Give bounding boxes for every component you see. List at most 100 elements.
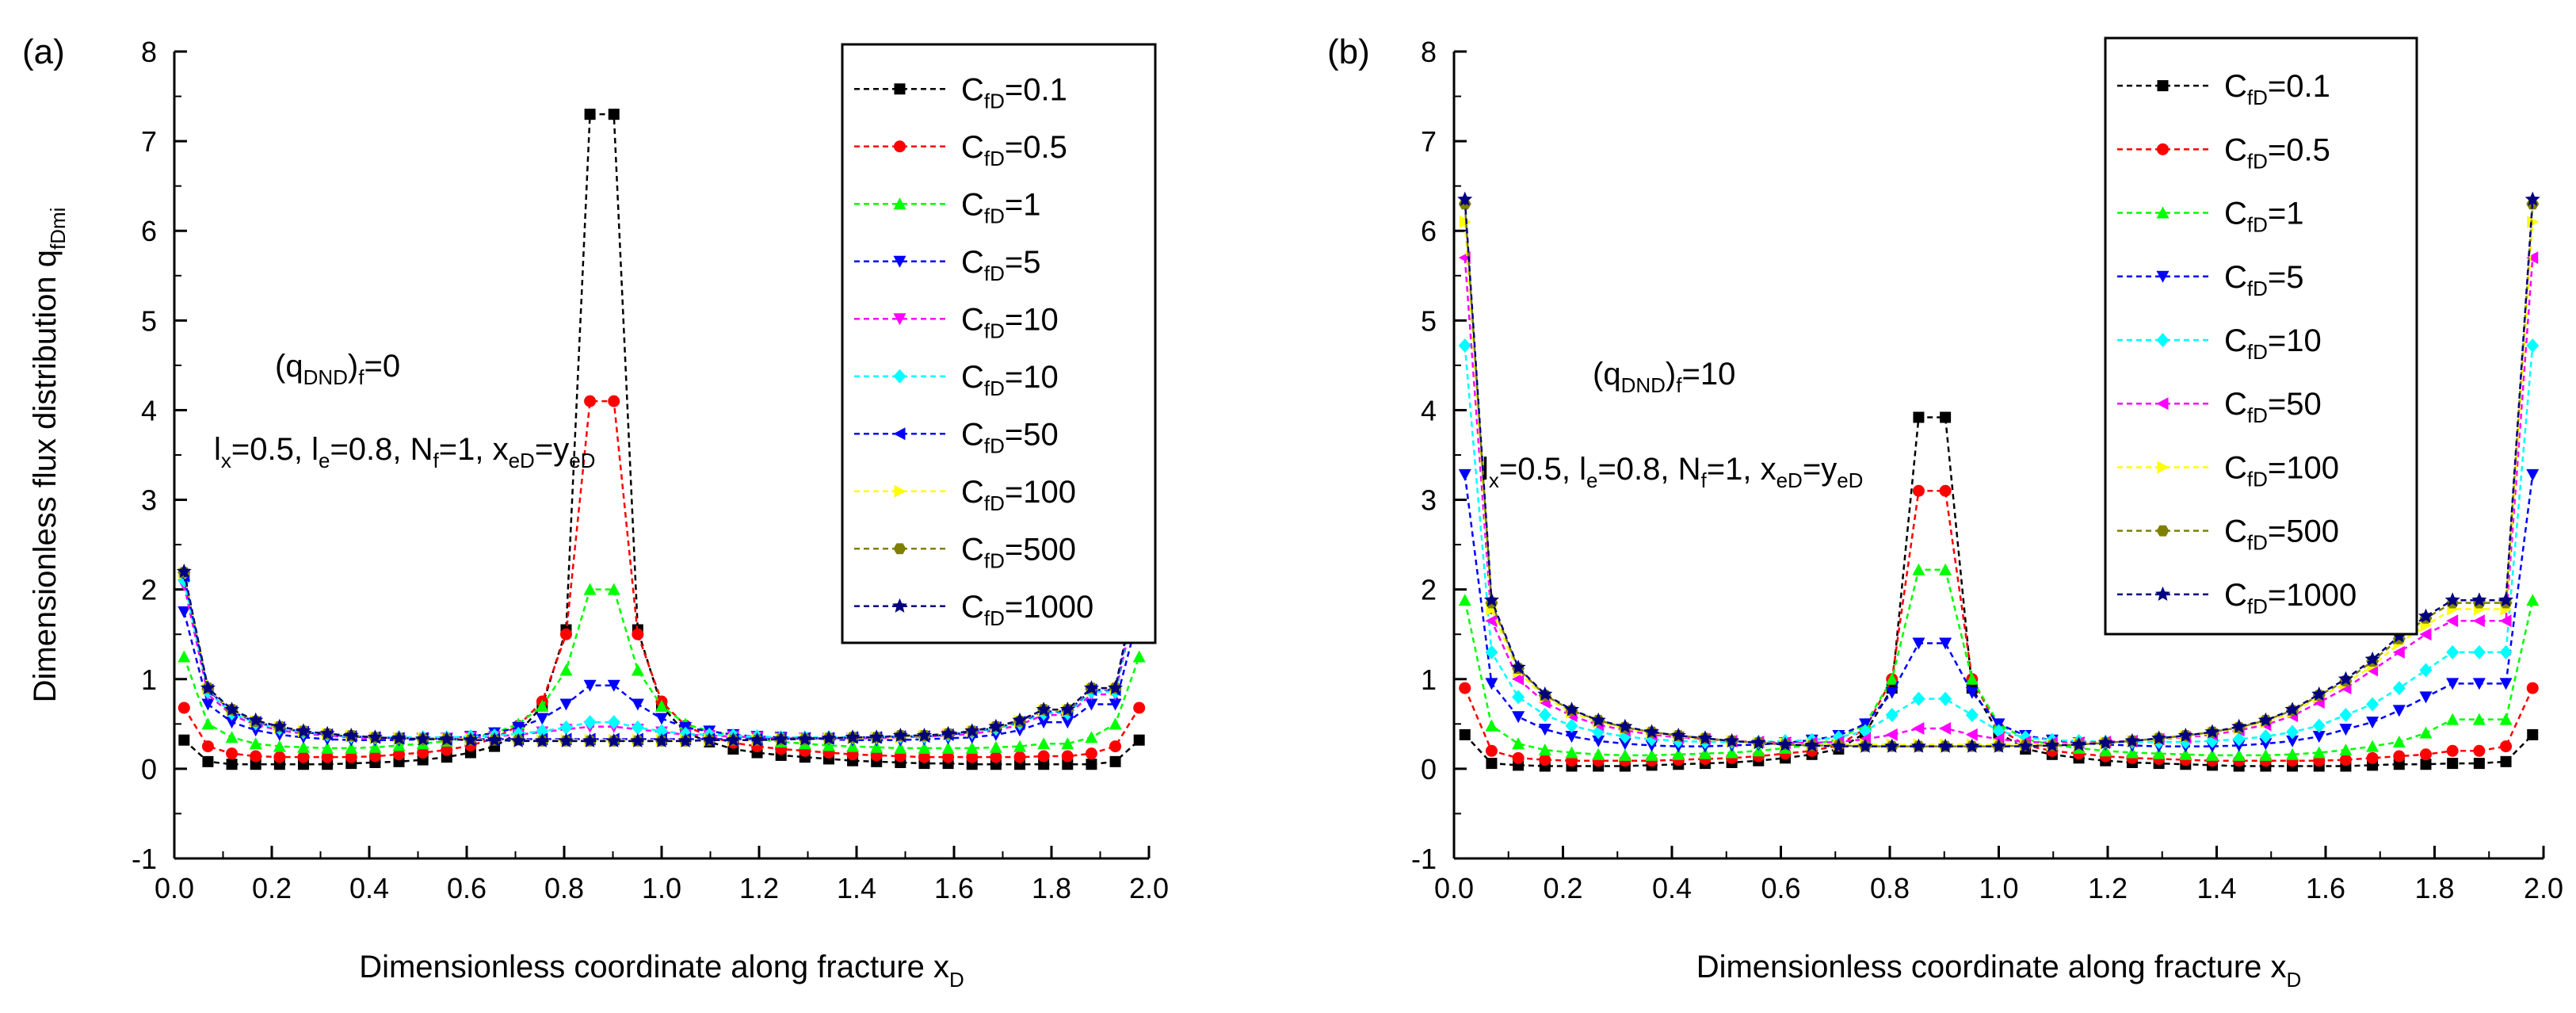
data-point xyxy=(2473,758,2485,770)
data-point xyxy=(1912,563,1925,575)
data-point xyxy=(536,713,549,725)
data-point xyxy=(1750,735,1766,750)
y-tick-label: 4 xyxy=(141,394,157,426)
data-point xyxy=(368,740,382,753)
data-point xyxy=(1964,738,1980,753)
data-point xyxy=(2419,726,2433,739)
data-point xyxy=(1085,731,1098,744)
data-point xyxy=(1061,750,1074,763)
data-point xyxy=(1459,728,1471,740)
data-point xyxy=(1512,690,1525,705)
legend-label: CfD=50 xyxy=(2224,387,2322,427)
data-point xyxy=(2312,718,2326,733)
data-point xyxy=(2392,705,2406,717)
data-point xyxy=(319,725,335,740)
y-tick-label: 3 xyxy=(1421,484,1437,517)
data-point xyxy=(1538,708,1551,723)
data-point xyxy=(607,583,620,595)
data-point xyxy=(2124,732,2140,747)
data-point xyxy=(1538,724,1551,736)
y-tick-label: 1 xyxy=(1421,663,1437,696)
legend-label: CfD=10 xyxy=(961,302,1059,342)
panel-a: -1 0 1 2 3 4 5 6 7 8 0.0 0.2 0.4 0.6 0.8 1.0 1.2 1.4 1.6 1.… xyxy=(22,32,1169,992)
data-point xyxy=(1485,719,1498,732)
data-point xyxy=(1108,680,1124,695)
data-point xyxy=(1538,744,1551,756)
data-point xyxy=(1537,686,1553,701)
data-point xyxy=(632,628,644,640)
legend-marker xyxy=(893,197,906,210)
y-tick-label: 1 xyxy=(141,663,157,696)
data-point xyxy=(2471,592,2487,607)
data-point xyxy=(1644,724,1660,739)
data-point xyxy=(2071,736,2087,751)
data-point xyxy=(1617,718,1633,733)
x-tick-label: 1.0 xyxy=(1979,872,2018,904)
data-point xyxy=(1913,411,1925,423)
data-point xyxy=(1885,672,1899,685)
data-point xyxy=(2446,614,2459,628)
data-point xyxy=(1109,698,1122,711)
data-point xyxy=(2392,681,2406,696)
x-tick-label: 0.2 xyxy=(1543,872,1582,904)
legend: CfD=0.1 CfD=0.5 CfD=1 CfD=5 CfD=10 CfD=50 CfD=… xyxy=(2104,36,2418,636)
data-point xyxy=(1777,736,1793,751)
data-point xyxy=(942,751,955,763)
data-point xyxy=(2446,744,2459,757)
data-point xyxy=(1590,712,1606,727)
data-point xyxy=(2446,678,2460,690)
data-point xyxy=(1698,747,1712,759)
legend-label: CfD=0.1 xyxy=(2224,69,2330,109)
legend-marker xyxy=(2156,333,2170,347)
data-point xyxy=(941,725,956,740)
data-point xyxy=(2473,744,2486,757)
data-point xyxy=(272,718,288,733)
annotation-params: lx=0.5, le=0.8, Nf=1, xeD=yeD xyxy=(1482,452,1863,492)
data-point xyxy=(1990,738,2007,753)
legend-marker xyxy=(2157,143,2169,155)
data-point xyxy=(583,715,597,730)
y-tick-label: -1 xyxy=(132,843,157,875)
data-point xyxy=(773,731,789,746)
data-point xyxy=(1132,650,1146,663)
data-point xyxy=(845,729,861,744)
data-point xyxy=(584,109,596,120)
data-point xyxy=(2392,645,2405,659)
data-point xyxy=(2527,215,2540,228)
data-point xyxy=(2232,732,2246,747)
x-tick-label: 1.8 xyxy=(2414,872,2454,904)
legend-label: CfD=1 xyxy=(2224,197,2304,237)
data-point xyxy=(1483,592,1499,607)
legend-label: CfD=1000 xyxy=(2224,578,2357,618)
data-point xyxy=(2420,748,2432,761)
data-point xyxy=(2499,614,2512,628)
data-point xyxy=(463,732,479,747)
data-point xyxy=(2419,628,2432,641)
data-point xyxy=(1885,686,1899,699)
data-point xyxy=(534,732,550,747)
data-point xyxy=(892,728,908,743)
data-point xyxy=(1512,711,1525,724)
x-tick-label: 1.8 xyxy=(1032,872,1071,904)
legend-label: CfD=10 xyxy=(2224,323,2322,364)
legend-marker xyxy=(2156,270,2170,283)
data-point xyxy=(226,747,239,760)
legend-marker xyxy=(2156,525,2170,537)
data-point xyxy=(1885,728,1898,741)
legend: CfD=0.1 CfD=0.5 CfD=1 CfD=5 CfD=10 CfD=10 CfD=… xyxy=(841,43,1157,644)
data-point xyxy=(487,732,502,747)
data-point xyxy=(1083,680,1099,695)
data-point xyxy=(1940,411,1952,423)
x-tick-label: 0.0 xyxy=(155,872,194,904)
data-point xyxy=(391,730,407,745)
x-tick-label: 1.4 xyxy=(2196,872,2236,904)
data-point xyxy=(2339,744,2353,756)
data-point xyxy=(1565,731,1578,744)
data-point xyxy=(2526,338,2540,354)
data-point xyxy=(2366,697,2379,712)
legend-label: CfD=1000 xyxy=(961,590,1093,630)
data-point xyxy=(677,732,693,747)
data-point xyxy=(2526,682,2539,694)
data-point xyxy=(988,718,1004,733)
data-point xyxy=(2286,724,2299,740)
